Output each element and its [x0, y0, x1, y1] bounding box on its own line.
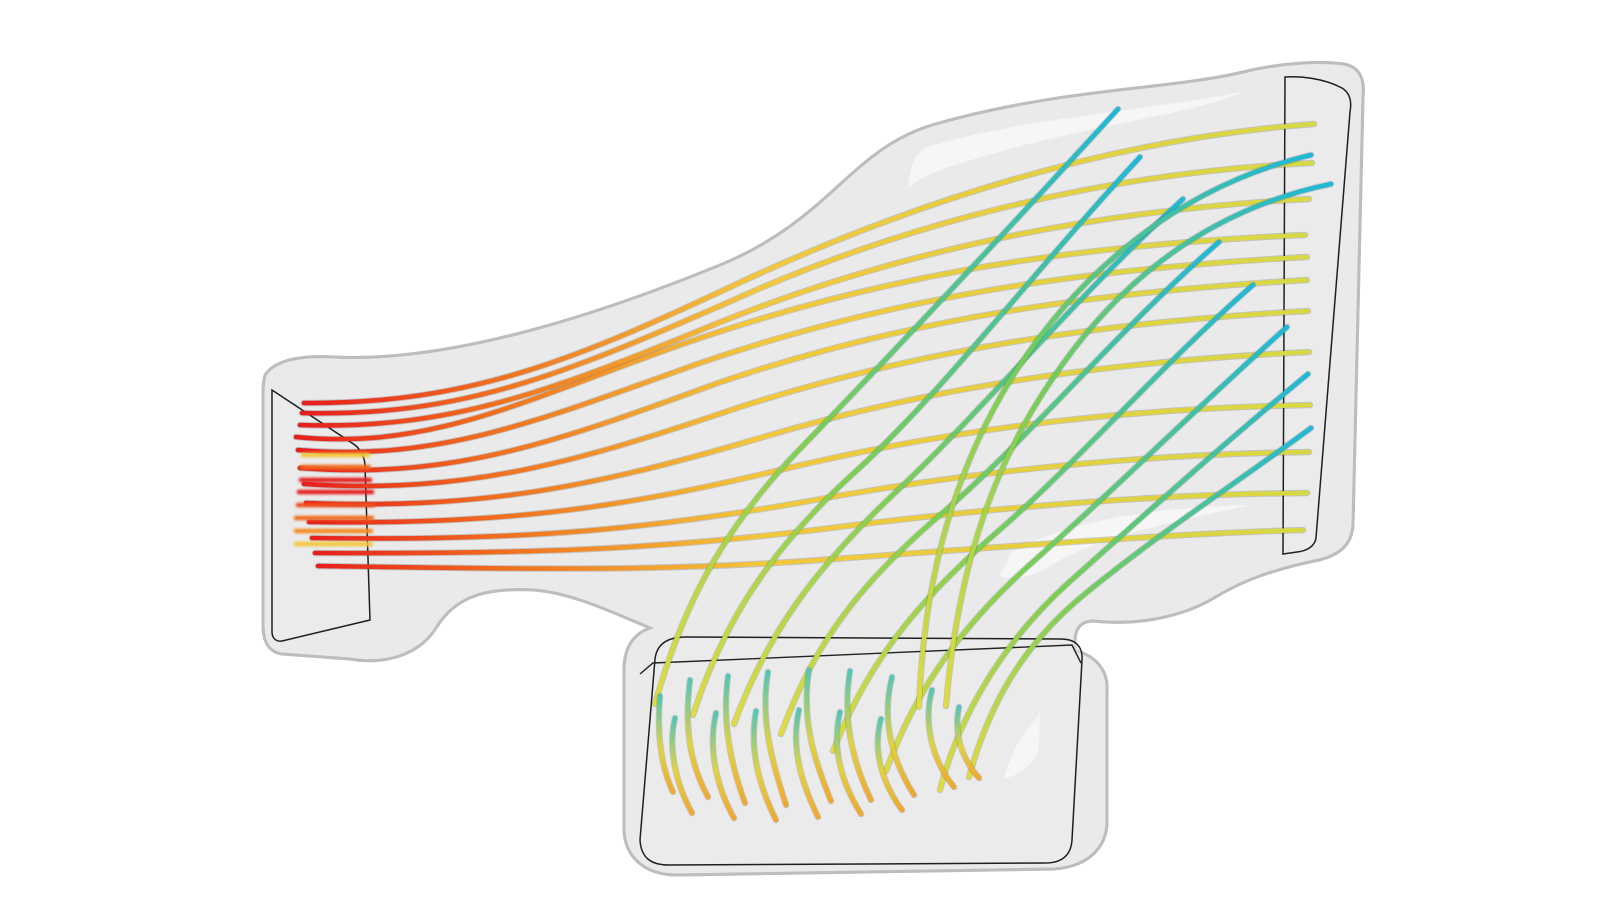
cool-streamline-3 [731, 196, 1186, 727]
bottom-box-rim [639, 644, 1082, 675]
bottom-streamline-2 [685, 677, 711, 800]
cool-streamline-1 [652, 106, 1121, 707]
streamline-1 [293, 232, 1308, 442]
bottom-box-gloss [1004, 710, 1040, 778]
bottom-streamline-3 [723, 673, 748, 806]
streamline-4 [301, 308, 1311, 489]
cool-streamline-7 [937, 371, 1311, 793]
bottom-streamline-15 [875, 716, 905, 813]
bottom-streamline-13 [793, 707, 821, 820]
duct-shell [261, 61, 1365, 877]
streamline-5 [303, 349, 1312, 507]
streamline-12 [301, 121, 1317, 406]
cool-streamlines [651, 105, 1335, 794]
inlet-bundle [293, 452, 376, 547]
streamline-2 [295, 254, 1310, 455]
bottom-streamline-4 [763, 669, 789, 808]
bottom-streamline-5 [804, 667, 834, 804]
cool-streamline-5 [830, 282, 1256, 754]
bottom-streamlines [655, 666, 983, 824]
bottom-streamline-9 [954, 704, 982, 781]
cool-streamline-10 [943, 181, 1334, 709]
bottom-streamline-11 [710, 710, 737, 821]
cool-streamline-9 [916, 152, 1314, 710]
duct-gloss-top [908, 92, 1243, 188]
bottom-streamline-14 [834, 709, 864, 817]
cool-streamline-2 [690, 154, 1143, 718]
cool-streamline-8 [966, 425, 1314, 780]
main-duct-outline [261, 61, 1365, 877]
bottom-streamline-6 [845, 668, 874, 803]
bottom-streamline-10 [670, 715, 695, 816]
bottom-streamline-7 [885, 674, 917, 798]
streamline-7 [309, 449, 1312, 541]
streamline-10 [297, 196, 1312, 428]
streamline-11 [299, 160, 1315, 416]
bottom-streamline-12 [751, 708, 779, 823]
bottom-streamline-1 [656, 693, 676, 795]
streamline-3 [297, 277, 1310, 473]
bottom-streamline-8 [926, 687, 957, 790]
